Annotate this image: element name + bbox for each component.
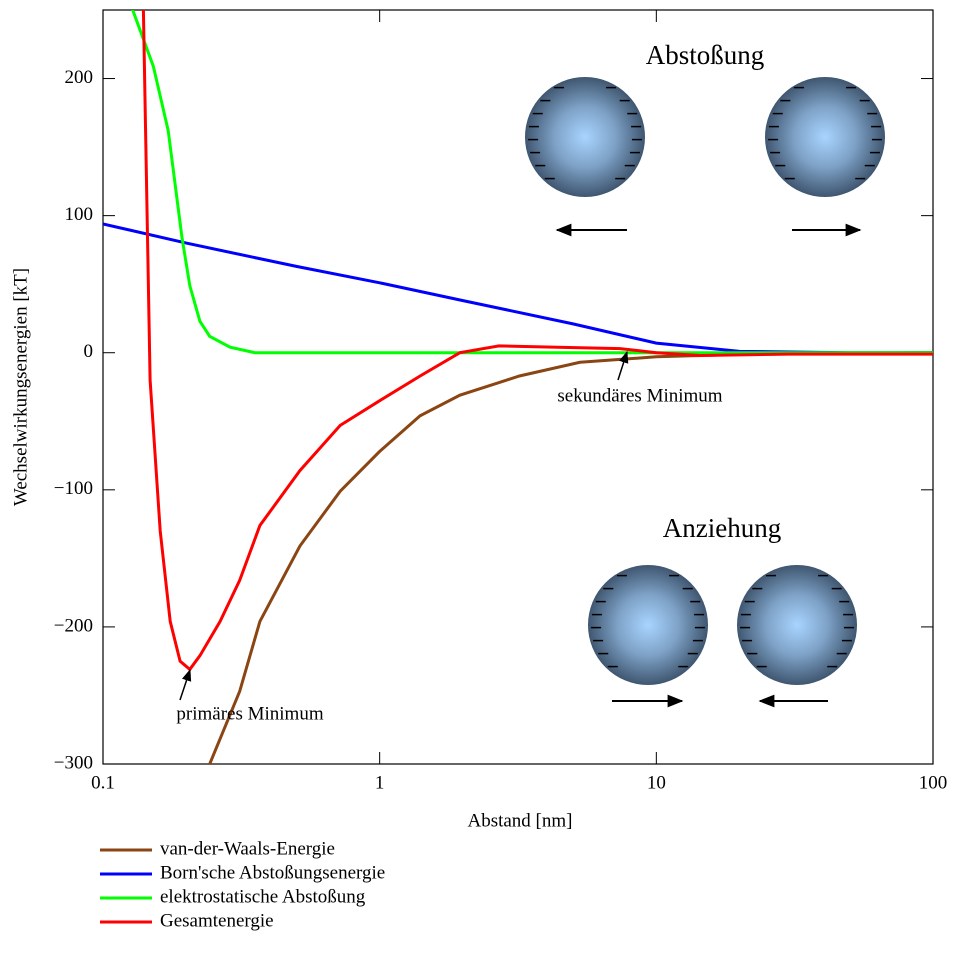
y-tick-label: −100 [54,478,93,499]
y-axis-label: Wechselwirkungsenergien [kT] [10,268,31,506]
legend-label: Born'sche Abstoßungsenergie [160,862,385,883]
annotation: primäres Minimum [176,703,323,724]
series-line [103,224,933,353]
annotation: sekundäres Minimum [557,385,722,406]
x-tick-label: 1 [375,772,385,793]
particle [525,77,645,197]
chart: Abstand [nm] Wechselwirkungsenergien [kT… [0,0,957,950]
x-tick-label: 100 [919,772,948,793]
annotation-arrow [180,670,190,700]
y-tick-label: −200 [54,615,93,636]
particle [765,77,885,197]
annotation: Anziehung [663,513,781,543]
x-tick-label: 10 [647,772,666,793]
x-axis-label: Abstand [nm] [467,810,572,831]
y-tick-label: 200 [65,67,94,88]
x-tick-label: 0.1 [91,772,115,793]
legend-label: elektrostatische Abstoßung [160,886,366,907]
legend-label: van-der-Waals-Energie [160,838,335,859]
annotation-arrow [618,352,627,380]
particle [737,565,857,685]
legend-label: Gesamtenergie [160,910,274,931]
y-tick-label: 0 [84,341,94,362]
y-tick-label: 100 [65,204,94,225]
annotation: Abstoßung [646,40,765,70]
particle [588,565,708,685]
y-tick-label: −300 [54,752,93,773]
